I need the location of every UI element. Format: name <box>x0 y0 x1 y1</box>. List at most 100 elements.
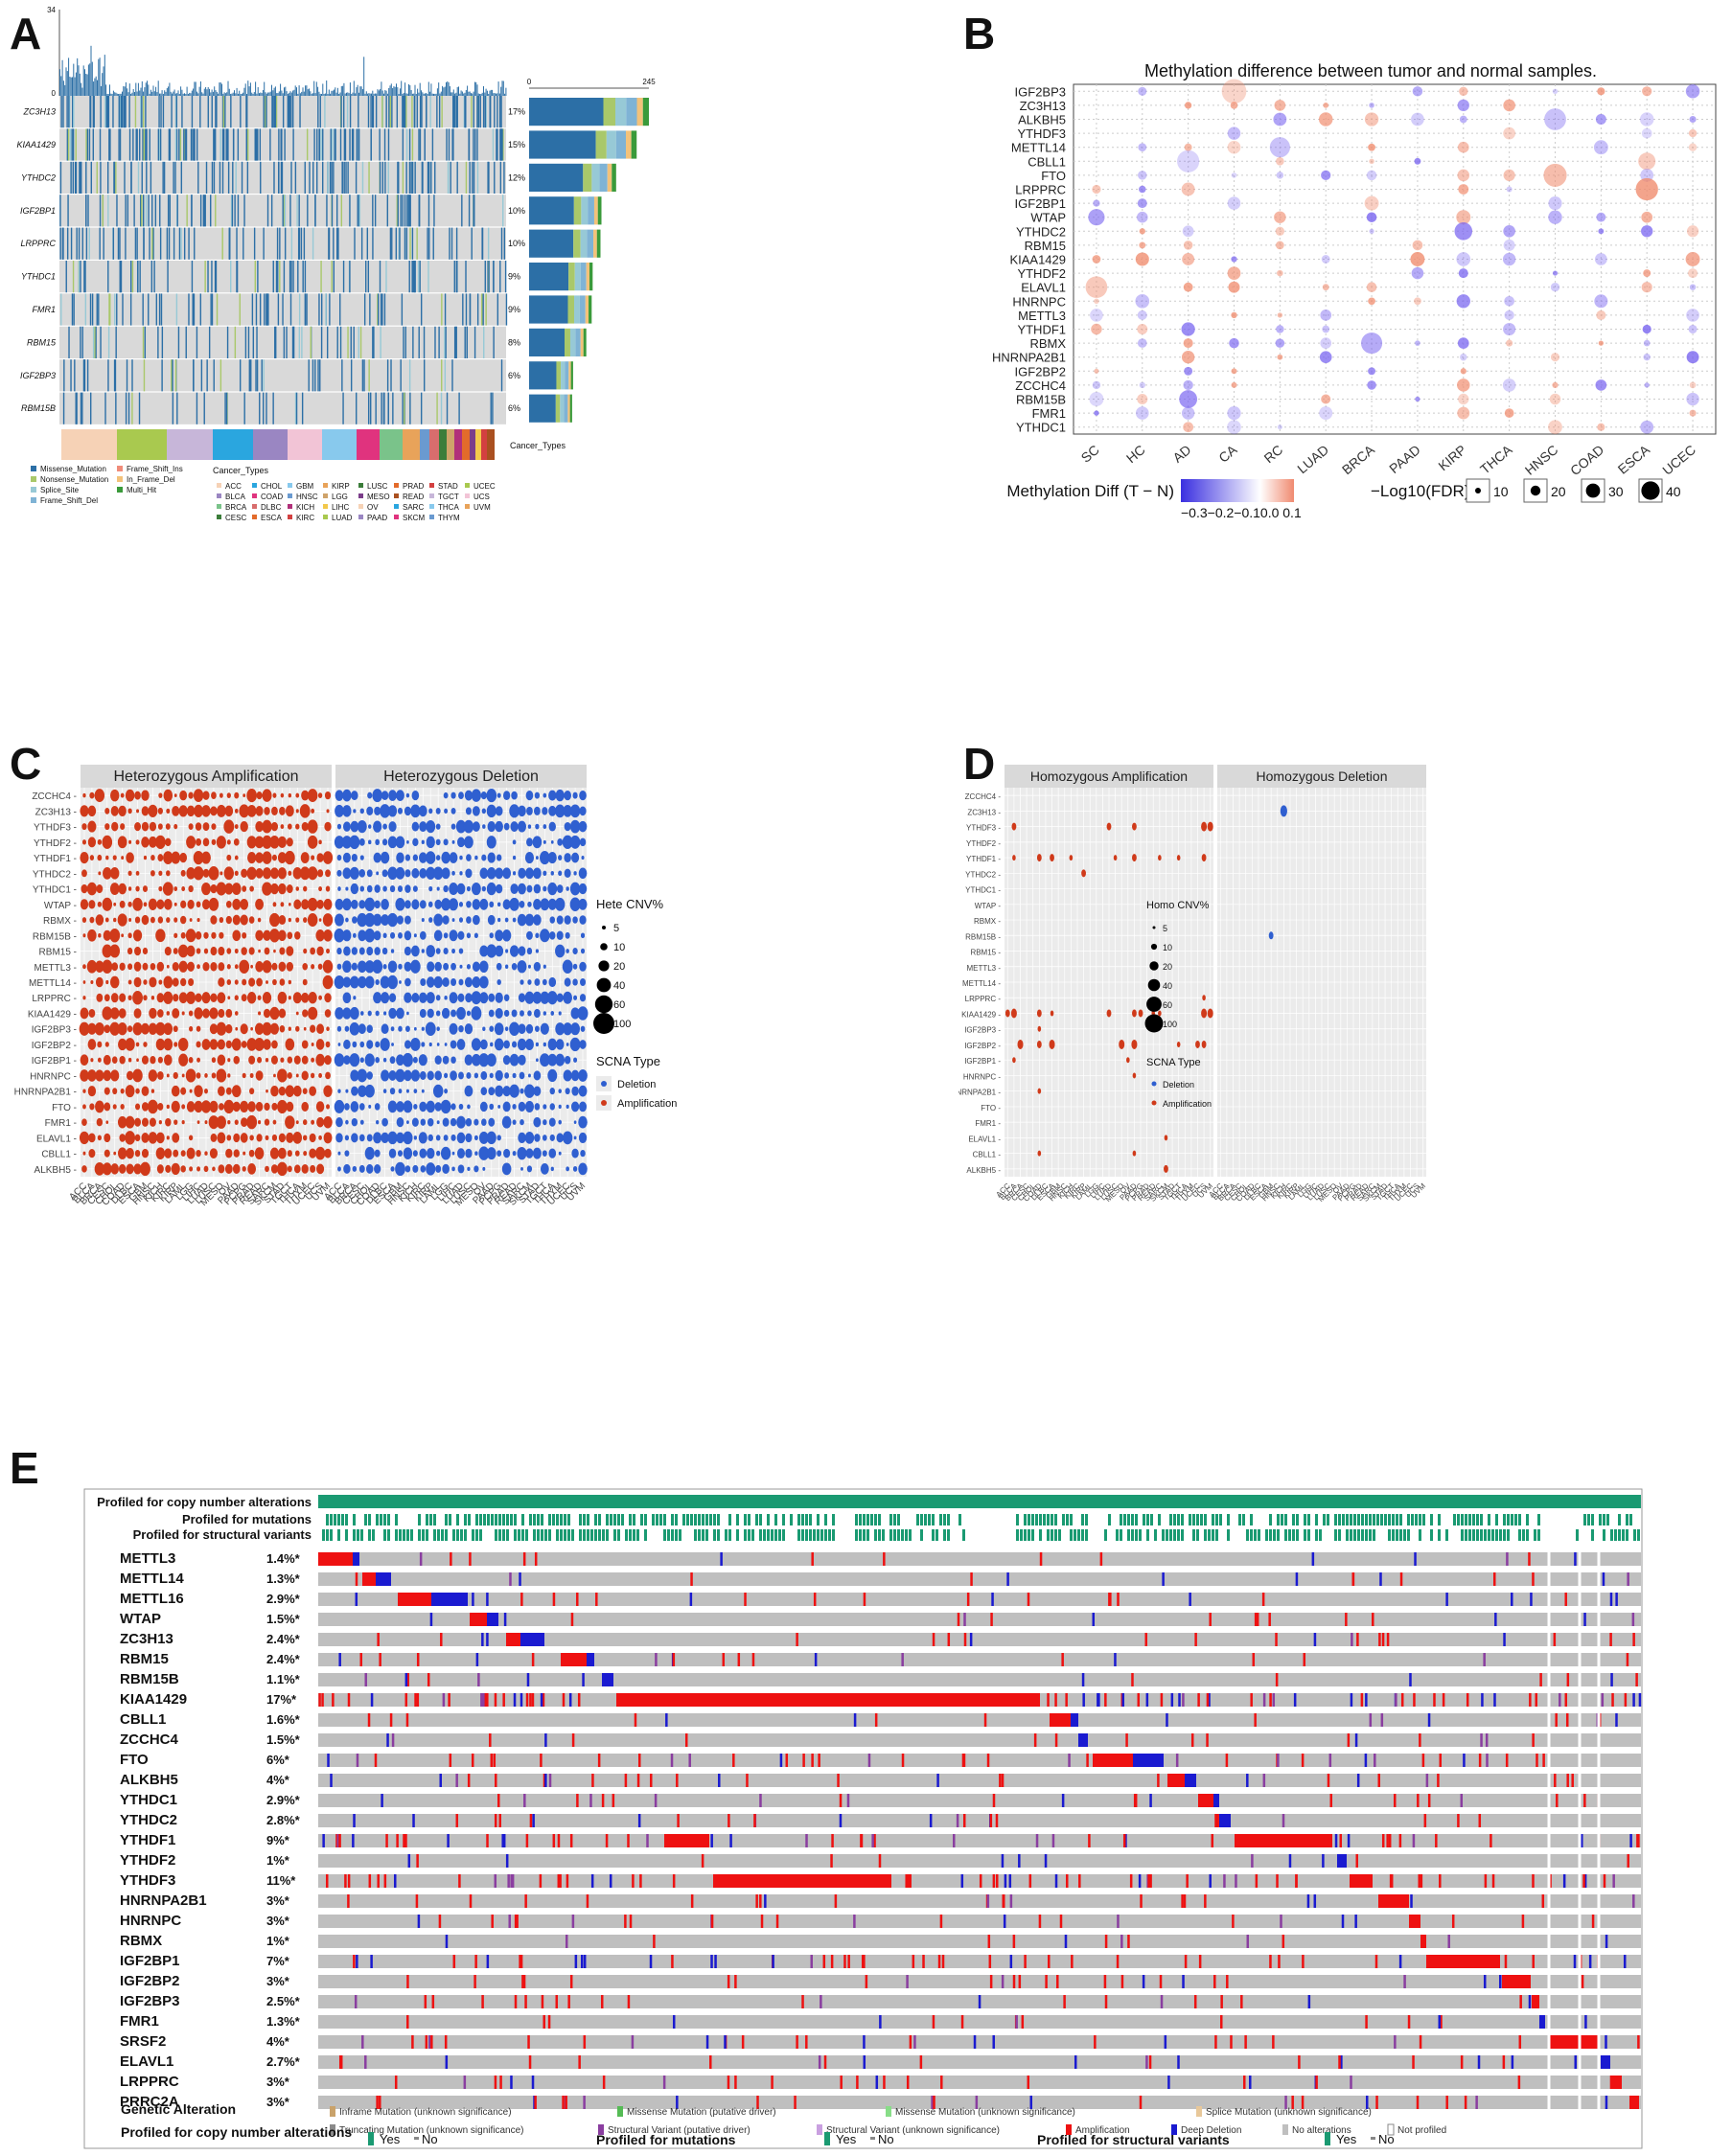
oncoplot-mutation <box>484 96 487 128</box>
row-count-bar-segment <box>626 98 637 126</box>
oncoplot-mutation <box>482 293 484 326</box>
cnv-dot <box>202 822 210 832</box>
oncoplot-mutation <box>114 359 117 392</box>
cnv-dot <box>512 1072 517 1079</box>
oncoprint-alteration <box>1624 1693 1628 1707</box>
cnv-dot <box>579 994 587 1002</box>
cnv-dot <box>404 992 412 1003</box>
profile-track-tick <box>1491 1529 1494 1541</box>
oncoprint-alteration <box>1549 1874 1552 1888</box>
cnv-dot <box>135 870 140 876</box>
oncoprint-alteration <box>376 2096 379 2109</box>
oncoplot-mutation <box>456 261 458 293</box>
size-legend-label: 20 <box>613 961 625 973</box>
top-count-bar <box>344 93 346 96</box>
profile-track-tick <box>947 1529 950 1541</box>
cnv-dot <box>303 1150 308 1157</box>
oncoplot-mutation <box>304 161 306 194</box>
profile-track-tick <box>1353 1514 1356 1525</box>
oncoplot-mutation <box>385 261 387 293</box>
cnv-dot <box>497 1104 501 1109</box>
oncoplot-mutation <box>436 392 438 424</box>
oncoplot-mutation <box>464 326 466 358</box>
profile-track-tick <box>1484 1529 1487 1541</box>
oncoprint-alteration <box>1351 1572 1355 1586</box>
profile-track-tick <box>1273 1529 1276 1541</box>
profile-track-tick <box>529 1514 532 1525</box>
oncoprint-alteration <box>1157 1774 1160 1787</box>
cnv-dot <box>180 1165 186 1173</box>
cnv-dot <box>426 976 435 988</box>
oncoprint-alteration <box>1425 1774 1429 1787</box>
cnv-dot <box>410 1038 421 1051</box>
methylation-bubble <box>1227 405 1241 421</box>
cnv-dot <box>173 823 178 830</box>
oncoplot-mutation <box>322 161 324 194</box>
oncoprint-block <box>318 1552 353 1566</box>
oncoplot-mutation <box>264 293 266 326</box>
oncoplot-mutation <box>214 128 216 161</box>
profile-track-tick <box>506 1514 509 1525</box>
profile-track-tick <box>824 1529 827 1541</box>
cnv-dot <box>1164 1135 1168 1141</box>
cnv-dot <box>316 946 324 956</box>
oncoplot-mutation <box>356 128 358 161</box>
oncoprint-alteration <box>796 1633 798 1646</box>
y-tick-label: HNRNPA2B1 - <box>958 1089 1001 1097</box>
cnv-dot <box>345 1119 349 1125</box>
oncoplot-mutation <box>118 128 120 161</box>
cnv-dot <box>412 1150 418 1157</box>
cnv-dot <box>569 897 581 912</box>
cnv-dot <box>450 1117 457 1127</box>
profile-track-tick <box>383 1514 386 1525</box>
cnv-dot <box>573 1120 577 1124</box>
panel-c-heterozygous-cnv-dotplot: Heterozygous AmplificationACCBLCABRCACES… <box>14 765 677 1208</box>
cnv-dot <box>578 867 588 880</box>
oncoprint-alteration <box>947 1633 951 1646</box>
top-count-bar <box>496 93 497 96</box>
cnv-dot <box>366 884 373 893</box>
top-count-bar <box>112 90 114 96</box>
cnv-dot <box>181 1104 186 1110</box>
track-label: Profiled for mutations <box>182 1512 312 1526</box>
oncoprint-alteration <box>1254 1613 1258 1626</box>
x-tick-label: CA <box>1215 442 1240 466</box>
cnv-dot <box>502 1086 511 1097</box>
top-count-bar <box>201 92 203 96</box>
profile-track-tick <box>571 1529 574 1541</box>
profile-track-tick <box>748 1514 751 1525</box>
cnv-dot <box>487 821 496 833</box>
oncoprint-alteration <box>531 1693 535 1707</box>
cancer-types-band-label: Cancer_Types <box>510 441 566 450</box>
cnv-dot <box>512 917 517 923</box>
top-count-bar <box>421 90 422 96</box>
x-tick-label: UCEC <box>1659 442 1698 478</box>
top-count-bar <box>303 91 305 96</box>
cnv-dot <box>173 1025 178 1033</box>
cnv-dot <box>478 975 489 989</box>
profile-track-tick <box>472 1529 474 1541</box>
oncoprint-alteration <box>1159 1975 1163 1988</box>
size-legend-title: −Log10(FDR) <box>1371 482 1469 500</box>
top-count-bar <box>277 93 279 96</box>
top-count-bar <box>306 85 308 96</box>
cnv-dot <box>358 1164 365 1173</box>
cnv-dot <box>189 1166 194 1172</box>
cnv-dot <box>342 805 352 817</box>
oncoprint-alteration <box>427 1673 430 1686</box>
cnv-dot <box>517 913 527 927</box>
cnv-dot <box>571 852 580 863</box>
cnv-dot <box>381 899 389 910</box>
profile-track-tick <box>1373 1514 1375 1525</box>
oncoprint-alteration <box>1269 1693 1272 1707</box>
row-count-bar-segment <box>529 163 584 192</box>
percent-label: 6% <box>508 371 520 380</box>
oncoplot-mutation <box>284 128 286 161</box>
cnv-dot <box>404 961 412 972</box>
oncoprint-alteration <box>1505 1754 1509 1767</box>
y-tick-label: IGF2BP2 - <box>32 1041 77 1051</box>
cnv-dot <box>375 838 381 845</box>
profile-track-tick <box>353 1529 356 1541</box>
top-count-bar <box>443 87 445 96</box>
profile-track-tick <box>1169 1514 1172 1525</box>
